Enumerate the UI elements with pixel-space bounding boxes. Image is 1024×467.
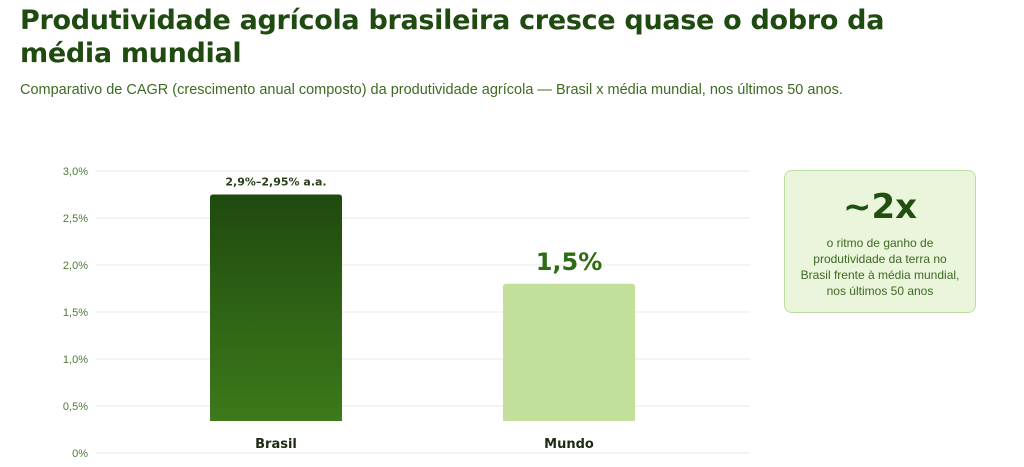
y-tick-label: 1,0% xyxy=(63,354,88,366)
chart-subtitle: Comparativo de CAGR (crescimento anual c… xyxy=(20,82,843,98)
y-tick-label: 3,0% xyxy=(63,166,88,178)
y-tick-label: 2,0% xyxy=(63,260,88,272)
callout-value: ~2x xyxy=(842,187,918,227)
callout-text: o ritmo de ganho de produtividade da ter… xyxy=(800,236,960,298)
y-tick-label: 0,5% xyxy=(63,401,88,413)
y-tick-label: 0% xyxy=(72,448,88,460)
callout-box: ~2x o ritmo de ganho de produtividade da… xyxy=(784,170,976,313)
bar-mundo xyxy=(503,283,635,421)
category-label-mundo: Mundo xyxy=(544,437,594,452)
bar-brasil xyxy=(210,194,342,421)
data-label-brasil: 2,9%–2,95% a.a. xyxy=(225,176,326,189)
category-label-brasil: Brasil xyxy=(255,437,297,452)
y-tick-label: 1,5% xyxy=(63,307,88,319)
y-tick-label: 2,5% xyxy=(63,213,88,225)
chart-title: Produtividade agrícola brasileira cresce… xyxy=(20,5,885,69)
data-label-mundo: 1,5% xyxy=(536,248,603,276)
